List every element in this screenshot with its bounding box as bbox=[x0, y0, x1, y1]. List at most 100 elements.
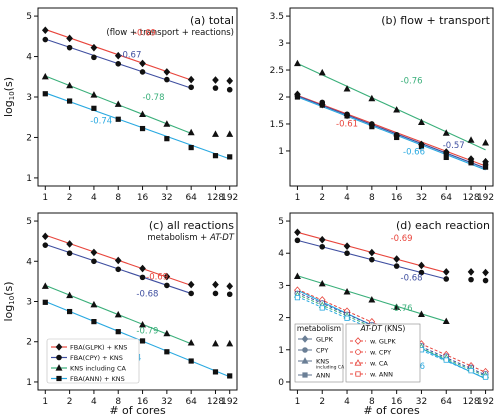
slope-label: -0.74 bbox=[90, 116, 112, 126]
data-point bbox=[139, 69, 146, 75]
plot-frame bbox=[289, 212, 494, 391]
data-point bbox=[443, 276, 450, 282]
y-tick-label: 1 bbox=[26, 378, 32, 388]
legend-label: w. CA bbox=[370, 360, 388, 368]
y-tick-label: 3 bbox=[26, 298, 32, 308]
data-point bbox=[212, 85, 219, 91]
legend-label: CPY bbox=[316, 347, 328, 355]
data-point bbox=[91, 319, 97, 325]
data-point bbox=[115, 329, 121, 335]
fit-line-blue bbox=[297, 95, 486, 169]
legend-marker bbox=[355, 349, 361, 355]
y-tick-label: 2 bbox=[278, 93, 284, 103]
y-tick-label: 1 bbox=[278, 147, 284, 157]
legend-label: FBA(ANN) + KNS bbox=[70, 375, 125, 383]
legend-title-metabolism: metabolism bbox=[297, 324, 341, 333]
data-point bbox=[139, 320, 147, 328]
data-point bbox=[442, 317, 450, 325]
data-point bbox=[343, 242, 351, 250]
data-point bbox=[294, 94, 301, 100]
data-point bbox=[139, 264, 146, 273]
y-tick-label: 1.5 bbox=[270, 120, 284, 130]
slope-label: -0.78 bbox=[142, 93, 164, 103]
slope-label: -0.79 bbox=[136, 327, 158, 337]
x-tick-label: 128 bbox=[207, 397, 224, 407]
x-tick-label: 8 bbox=[115, 397, 121, 407]
data-point bbox=[368, 296, 376, 303]
x-tick-label: 32 bbox=[161, 193, 172, 203]
data-point bbox=[226, 77, 234, 85]
legend-label: ANN bbox=[316, 372, 330, 380]
legend-label: w. CPY bbox=[370, 349, 391, 357]
data-point bbox=[212, 369, 219, 375]
data-point bbox=[67, 98, 73, 104]
x-tick-label: 2 bbox=[67, 193, 73, 203]
data-point bbox=[163, 329, 171, 337]
data-point bbox=[164, 76, 170, 83]
data-point bbox=[393, 263, 400, 269]
slope-label: -0.68 bbox=[401, 274, 423, 284]
data-point bbox=[188, 290, 194, 297]
data-point bbox=[226, 339, 234, 347]
data-point bbox=[369, 124, 375, 130]
data-point bbox=[293, 272, 301, 279]
data-point bbox=[187, 280, 195, 289]
x-tick-label: 128 bbox=[462, 397, 479, 407]
data-point bbox=[227, 154, 233, 160]
data-point bbox=[294, 237, 301, 244]
data-point bbox=[139, 274, 146, 281]
data-point bbox=[66, 34, 73, 43]
data-point bbox=[393, 255, 400, 263]
data-point bbox=[294, 295, 301, 301]
data-point bbox=[482, 268, 489, 277]
x-tick-label: 64 bbox=[185, 193, 197, 203]
data-point bbox=[482, 374, 489, 380]
legend-label: FBA(CPY) + KNS bbox=[70, 354, 123, 362]
data-point bbox=[418, 261, 425, 270]
x-tick-label: 1 bbox=[295, 193, 301, 203]
data-point bbox=[226, 130, 234, 137]
panel-subtitle: metabolism + AT-DT bbox=[147, 233, 234, 243]
legend-marker bbox=[56, 375, 62, 382]
data-point bbox=[164, 349, 170, 355]
fit-line-cyan bbox=[297, 96, 486, 171]
x-tick-label: 16 bbox=[137, 193, 149, 203]
data-point bbox=[467, 268, 475, 276]
x-tick-label: 4 bbox=[344, 397, 350, 407]
data-point bbox=[42, 36, 49, 43]
data-point bbox=[212, 339, 219, 347]
fit-line-cyan bbox=[45, 92, 230, 160]
data-point bbox=[293, 59, 301, 67]
panel-subtitle: (flow + transport + reactions) bbox=[106, 28, 234, 38]
x-tick-label: 32 bbox=[416, 397, 427, 407]
y-tick-label: 5 bbox=[278, 217, 284, 227]
data-point bbox=[115, 116, 121, 122]
legend-marker bbox=[56, 354, 62, 361]
data-point bbox=[42, 299, 48, 305]
data-point bbox=[163, 120, 171, 127]
x-axis-label: # of cores bbox=[363, 404, 420, 417]
y-tick-label: 2 bbox=[26, 338, 32, 348]
data-point bbox=[114, 100, 122, 107]
slope-label: -0.69 bbox=[146, 272, 168, 282]
x-tick-label: 4 bbox=[91, 193, 97, 203]
legend-title-atdt: AT-DT (KNS) bbox=[360, 324, 406, 333]
data-point bbox=[212, 130, 219, 137]
data-point bbox=[66, 44, 73, 51]
data-point bbox=[187, 75, 195, 84]
data-point bbox=[369, 256, 375, 263]
data-point bbox=[417, 118, 425, 125]
legend-marker bbox=[355, 371, 361, 377]
legend-box-metabolism bbox=[294, 323, 344, 383]
x-tick-label: 192 bbox=[477, 397, 494, 407]
data-point bbox=[42, 242, 49, 248]
x-tick-label: 2 bbox=[67, 397, 73, 407]
data-point bbox=[417, 310, 425, 317]
y-tick-label: 4 bbox=[278, 249, 284, 259]
slope-label: -0.76 bbox=[391, 304, 413, 314]
y-tick-label: 4 bbox=[26, 53, 32, 63]
data-point bbox=[139, 110, 147, 117]
slope-label: -0.57 bbox=[443, 141, 465, 151]
